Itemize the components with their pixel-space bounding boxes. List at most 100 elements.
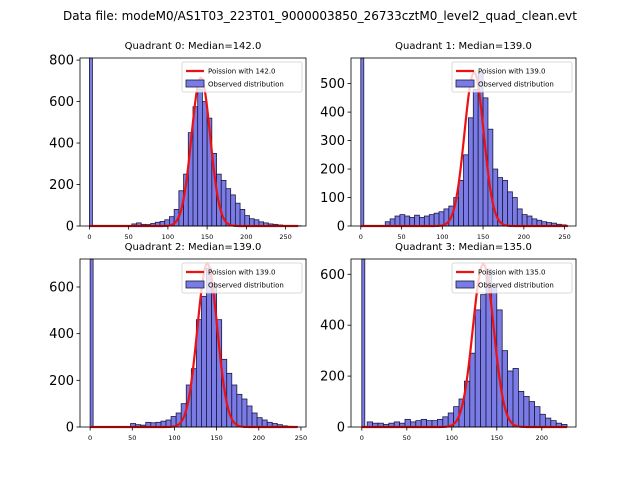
legend: Poission with 139.0 Observed distribution <box>451 61 573 93</box>
y-tick-label: 400 <box>49 137 74 152</box>
x-tick-label: 50 <box>125 233 133 241</box>
histogram-bar <box>202 101 208 227</box>
x-tick-label: 50 <box>397 233 405 241</box>
y-tick-label: 400 <box>320 319 345 334</box>
histogram-bar <box>545 417 552 428</box>
x-tick-label: 100 <box>162 233 174 241</box>
histogram-bar <box>428 214 435 227</box>
y-tick-label: 300 <box>320 134 345 149</box>
legend-bar-swatch <box>185 280 205 289</box>
histogram-bar <box>201 295 207 428</box>
histogram-bar <box>472 88 479 227</box>
y-tick-label: 0 <box>337 220 345 235</box>
legend-label-observed: Observed distribution <box>478 282 554 290</box>
histogram-bar <box>502 180 508 227</box>
histogram-bar <box>516 208 523 227</box>
histogram-bar <box>463 154 469 227</box>
histogram-bar-spike <box>89 258 94 428</box>
histogram-bar <box>534 406 541 428</box>
subplot-quadrant-3: 0 50 100 150 200 0 200 400 600 Quadrant 3: Median… <box>320 242 577 442</box>
histogram-bar <box>469 352 476 428</box>
x-tick-label: 50 <box>128 434 136 442</box>
histogram-bar <box>409 217 415 227</box>
histogram-bar <box>225 188 232 227</box>
histogram-bar <box>246 405 253 428</box>
y-tick-label: 0 <box>337 421 345 436</box>
x-tick-label: 200 <box>240 233 252 241</box>
histogram-bar-spike <box>360 57 365 227</box>
x-tick-label: 100 <box>436 233 448 241</box>
legend-frame <box>451 61 573 93</box>
y-tick-label: 0 <box>66 421 74 436</box>
y-tick-label: 100 <box>320 191 345 206</box>
histogram-bar <box>256 417 263 428</box>
histogram-bar <box>414 214 420 227</box>
legend-frame <box>181 262 303 294</box>
subplot-title: Quadrant 1: Median=139.0 <box>395 41 532 52</box>
histogram-bar <box>241 398 248 428</box>
histogram-bar <box>244 215 250 227</box>
histogram-bar <box>433 212 440 227</box>
histogram-bar <box>399 214 406 227</box>
y-tick-label: 0 <box>66 220 74 235</box>
histogram-bar <box>523 396 530 428</box>
histogram-bar <box>518 390 525 428</box>
histogram-bar <box>528 401 536 428</box>
y-tick-label: 400 <box>320 106 345 121</box>
legend: Poission with 135.0 Observed distribution <box>451 262 573 294</box>
legend-label-poisson: Poission with 139.0 <box>208 269 276 277</box>
histogram-bar <box>512 197 518 227</box>
histogram-bar-spike <box>361 258 366 428</box>
axes-frame <box>79 57 307 227</box>
x-tick-label: 250 <box>558 233 570 241</box>
histogram-bar <box>507 191 513 227</box>
x-tick-label: 150 <box>201 233 213 241</box>
histogram-bar <box>480 294 487 428</box>
legend-bar-swatch <box>455 280 475 289</box>
histogram-bar <box>234 202 241 227</box>
histogram-bar <box>438 211 445 227</box>
histogram-bar <box>236 393 243 428</box>
legend-frame <box>181 61 303 93</box>
x-tick-label: 0 <box>87 233 91 241</box>
histogram-bar <box>394 215 401 227</box>
x-tick-label: 0 <box>359 233 363 241</box>
y-tick-label: 400 <box>49 327 74 342</box>
histogram-bar <box>239 209 246 227</box>
x-tick-label: 100 <box>168 434 180 442</box>
subplot-quadrant-2: 0 50 100 150 200 250 0 200 400 600 Quadrant 2: Med… <box>49 242 307 442</box>
histogram-bar <box>474 309 482 428</box>
legend-bar-swatch <box>185 79 205 88</box>
histogram-bar <box>423 215 430 227</box>
x-tick-label: 0 <box>360 434 364 442</box>
y-tick-label: 200 <box>320 163 345 178</box>
subplot-quadrant-1: 0 50 100 150 200 250 0 100 200 300 400 500 Quadrant … <box>320 41 577 241</box>
y-tick-label: 200 <box>49 374 74 389</box>
legend-label-observed: Observed distribution <box>478 81 554 89</box>
histogram-bar <box>419 217 425 227</box>
y-tick-label: 600 <box>49 281 74 296</box>
x-tick-label: 100 <box>446 434 458 442</box>
histogram-bar <box>420 418 428 428</box>
x-tick-label: 200 <box>536 434 548 442</box>
histogram-bar <box>197 88 203 227</box>
figure-suptitle: Data file: modeM0/AS1T03_223T01_90000038… <box>63 9 577 23</box>
subplot-title: Quadrant 3: Median=135.0 <box>395 242 532 253</box>
legend-label-poisson: Poission with 139.0 <box>478 68 546 76</box>
x-tick-label: 50 <box>403 434 411 442</box>
x-tick-label: 200 <box>518 233 530 241</box>
histogram-bar <box>404 215 411 227</box>
x-tick-label: 150 <box>210 434 222 442</box>
histogram-bar-spike <box>89 57 93 227</box>
histogram-bar <box>467 117 474 227</box>
x-tick-label: 200 <box>253 434 265 442</box>
legend-label-observed: Observed distribution <box>208 81 284 89</box>
legend: Poission with 142.0 Observed distribution <box>181 61 303 93</box>
legend-bar-swatch <box>455 79 475 88</box>
axes-frame <box>350 258 577 428</box>
legend: Poission with 139.0 Observed distribution <box>181 262 303 294</box>
axes-frame <box>79 258 307 428</box>
histogram-bar <box>512 368 519 428</box>
x-tick-label: 150 <box>491 434 503 442</box>
